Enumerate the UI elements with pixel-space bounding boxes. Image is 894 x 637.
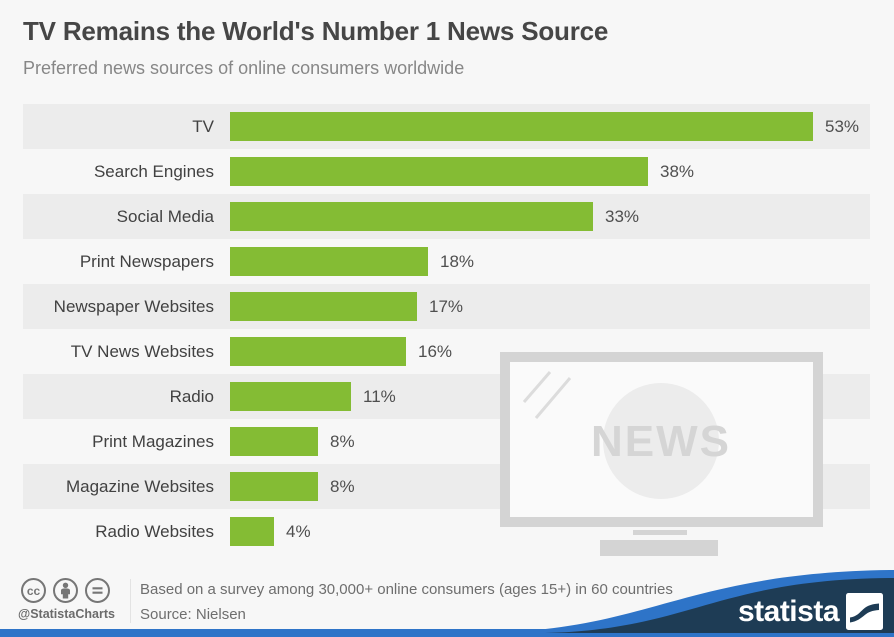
page-subtitle: Preferred news sources of online consume… — [23, 58, 465, 78]
bar — [230, 517, 274, 546]
value-label: 18% — [440, 251, 475, 271]
category-label: Print Newspapers — [79, 251, 214, 271]
value-label: 53% — [825, 116, 860, 136]
tv-news-watermark-illustration: NEWS — [500, 352, 823, 556]
screen-reflection-lines — [522, 371, 572, 419]
no-derivatives-icon[interactable] — [84, 577, 111, 604]
bar — [230, 382, 351, 411]
bar — [230, 472, 318, 501]
bar — [230, 337, 406, 366]
source-label: Source: Nielsen — [140, 606, 246, 623]
bar — [230, 427, 318, 456]
bar-row: Search Engines 38% — [23, 149, 870, 194]
value-label: 8% — [330, 476, 355, 496]
bar-row: TV News Websites 16% — [23, 329, 870, 374]
brand-swoosh-shape — [0, 570, 894, 637]
bar-row: Print Newspapers 18% — [23, 239, 870, 284]
statista-charts-handle: @StatistaCharts — [18, 607, 115, 621]
category-label: Radio Websites — [95, 521, 214, 541]
svg-text:cc: cc — [27, 584, 41, 598]
navy-swoosh-curve — [545, 578, 894, 633]
statista-logo[interactable]: statista — [738, 593, 883, 630]
category-label: Social Media — [116, 206, 214, 226]
value-label: 4% — [286, 521, 311, 541]
footer-divider — [130, 579, 131, 623]
statista-logo-text: statista — [737, 594, 840, 628]
news-watermark-text: NEWS — [591, 417, 731, 466]
statista-logo-icon — [846, 593, 883, 630]
license-icons[interactable]: cc — [20, 577, 111, 604]
value-label: 8% — [330, 431, 355, 451]
bar-row: TV 53% — [23, 104, 870, 149]
value-label: 11% — [363, 386, 396, 406]
cc-icon[interactable]: cc — [20, 577, 47, 604]
bar — [230, 157, 648, 186]
bottom-blue-strip — [0, 629, 894, 637]
category-label: TV News Websites — [70, 341, 214, 361]
bar — [230, 112, 813, 141]
watermark-circle — [603, 383, 719, 499]
survey-note: Based on a survey among 30,000+ online c… — [140, 581, 673, 598]
category-label: Radio — [169, 386, 214, 406]
bar — [230, 292, 417, 321]
value-label: 38% — [660, 161, 695, 181]
bar-row: Print Magazines 8% — [23, 419, 870, 464]
bar-row: Newspaper Websites 17% — [23, 284, 870, 329]
page-title: TV Remains the World's Number 1 News Sou… — [23, 16, 609, 46]
value-label: 17% — [429, 296, 464, 316]
tv-stand-base — [600, 540, 718, 556]
bar-row: Social Media 33% — [23, 194, 870, 239]
category-label: Newspaper Websites — [53, 296, 214, 316]
tv-stand-neck — [633, 530, 687, 535]
category-label: Search Engines — [93, 161, 214, 181]
value-label: 16% — [418, 341, 453, 361]
category-label: Print Magazines — [92, 431, 214, 451]
value-label: 33% — [605, 206, 640, 226]
category-label: TV — [192, 116, 214, 136]
bar-rows: TV 53% Search Engines 38% Social Media 33% Pri… — [23, 104, 870, 554]
category-label: Magazine Websites — [65, 476, 214, 496]
bar — [230, 247, 428, 276]
bar — [230, 202, 593, 231]
attribution-icon[interactable] — [52, 577, 79, 604]
bar-row: Radio Websites 4% — [23, 509, 870, 554]
